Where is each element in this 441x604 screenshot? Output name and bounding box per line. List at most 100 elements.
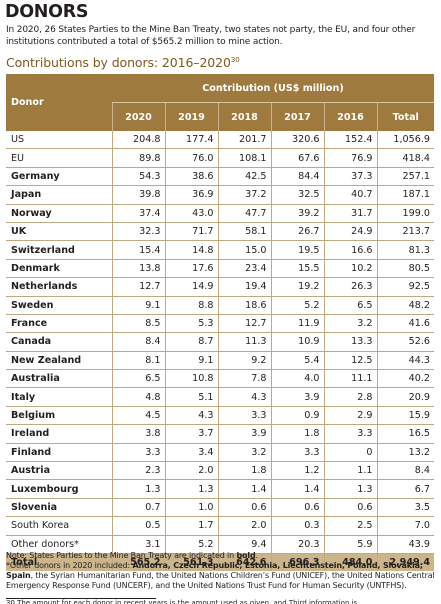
table-row: New Zealand 8.1 9.1 9.2 5.4 12.5 44.3: [6, 351, 434, 371]
value-cell: 1.7: [164, 516, 218, 536]
value-cell: 6.5: [323, 296, 377, 315]
value-cell: 5.2: [270, 296, 324, 315]
value-cell: 4.8: [111, 387, 165, 407]
table-row: Netherlands 12.7 14.9 19.4 19.2 26.3 92.5: [6, 277, 434, 297]
total-value-cell: 565.2: [111, 553, 165, 572]
donor-name-cell: Belgium: [6, 406, 112, 426]
value-cell: 9.4: [217, 535, 271, 554]
table-row: EU 89.8 76.0 108.1 67.6 76.9 418.4: [6, 148, 434, 168]
table-row: Belgium 4.5 4.3 3.3 0.9 2.9 15.9: [6, 406, 434, 426]
value-cell: 26.7: [270, 222, 324, 242]
value-cell: 12.5: [323, 351, 377, 371]
value-cell: 38.6: [164, 167, 218, 187]
total-value-cell: 696.3: [270, 553, 324, 572]
row-total-cell: 41.6: [376, 314, 434, 334]
donor-name-cell: Luxembourg: [6, 479, 112, 499]
value-cell: 3.4: [164, 443, 218, 463]
value-cell: 19.2: [270, 277, 324, 297]
value-cell: 3.9: [217, 424, 271, 444]
value-cell: 10.9: [270, 332, 324, 352]
donor-name-cell: Germany: [6, 167, 112, 187]
row-total-cell: 81.3: [376, 240, 434, 260]
header-year: 2020: [111, 102, 165, 131]
value-cell: 42.5: [217, 167, 271, 187]
value-cell: 4.3: [217, 387, 271, 407]
header-year: 2019: [164, 102, 218, 131]
value-cell: 11.3: [217, 332, 271, 352]
row-total-cell: 187.1: [376, 185, 434, 205]
value-cell: 3.2: [323, 314, 377, 334]
value-cell: 5.1: [164, 387, 218, 407]
note-bold-countries: Andorra, Czech Republic, Estonia, Liecht…: [6, 561, 423, 580]
value-cell: 0.9: [270, 406, 324, 426]
value-cell: 8.4: [111, 332, 165, 352]
value-cell: 15.5: [270, 259, 324, 279]
donor-name-cell: Italy: [6, 387, 112, 407]
donor-name-cell: Sweden: [6, 296, 112, 315]
value-cell: 36.9: [164, 185, 218, 205]
intro-paragraph: In 2020, 26 States Parties to the Mine B…: [6, 25, 416, 47]
value-cell: 2.3: [111, 461, 165, 481]
table-row: Austria 2.3 2.0 1.8 1.2 1.1 8.4: [6, 461, 434, 481]
value-cell: 12.7: [217, 314, 271, 334]
value-cell: 14.9: [164, 277, 218, 297]
value-cell: 4.0: [270, 369, 324, 389]
value-cell: 3.2: [217, 443, 271, 463]
value-cell: 4.5: [111, 406, 165, 426]
row-total-cell: 80.5: [376, 259, 434, 279]
donor-name-cell: Austria: [6, 461, 112, 481]
table-row: Germany 54.3 38.6 42.5 84.4 37.3 257.1: [6, 167, 434, 187]
total-value-cell: 642.6: [217, 553, 271, 572]
value-cell: 4.3: [164, 406, 218, 426]
row-total-cell: 13.2: [376, 443, 434, 463]
table-row: Switzerland 15.4 14.8 15.0 19.5 16.6 81.3: [6, 240, 434, 260]
value-cell: 13.8: [111, 259, 165, 279]
donor-name-cell: New Zealand: [6, 351, 112, 371]
header-donor: Donor: [6, 74, 112, 131]
donor-name-cell: UK: [6, 222, 112, 242]
value-cell: 108.1: [217, 148, 271, 168]
value-cell: 152.4: [323, 131, 377, 150]
total-row: Total 565.2 561.3 642.6 696.3 484.0 2,949.4: [6, 553, 434, 572]
note-text: *Other donors in 2020 included:: [6, 561, 133, 570]
value-cell: 11.1: [323, 369, 377, 389]
note-bold-meaning: Note: States Parties to the Mine Ban Tre…: [6, 551, 436, 561]
value-cell: 39.8: [111, 185, 165, 205]
header-year: 2018: [217, 102, 271, 131]
donor-name-cell: Denmark: [6, 259, 112, 279]
value-cell: 5.3: [164, 314, 218, 334]
value-cell: 0.6: [217, 498, 271, 518]
value-cell: 43.0: [164, 204, 218, 223]
value-cell: 0.5: [111, 516, 165, 536]
value-cell: 9.1: [164, 351, 218, 371]
donor-name-cell: Finland: [6, 443, 112, 463]
value-cell: 15.4: [111, 240, 165, 260]
value-cell: 58.1: [217, 222, 271, 242]
value-cell: 32.3: [111, 222, 165, 242]
table-row: Canada 8.4 8.7 11.3 10.9 13.3 52.6: [6, 332, 434, 352]
value-cell: 37.2: [217, 185, 271, 205]
donor-name-cell: US: [6, 131, 112, 150]
value-cell: 76.0: [164, 148, 218, 168]
value-cell: 3.3: [217, 406, 271, 426]
row-total-cell: 6.7: [376, 479, 434, 499]
header-contribution-group: Contribution (US$ million): [112, 74, 434, 103]
value-cell: 177.4: [164, 131, 218, 150]
table-row: Luxembourg 1.3 1.3 1.4 1.4 1.3 6.7: [6, 479, 434, 499]
table-row: Norway 37.4 43.0 47.7 39.2 31.7 199.0: [6, 204, 434, 223]
value-cell: 3.7: [164, 424, 218, 444]
value-cell: 8.5: [111, 314, 165, 334]
value-cell: 8.7: [164, 332, 218, 352]
total-value-cell: 484.0: [323, 553, 377, 572]
row-total-cell: 48.2: [376, 296, 434, 315]
value-cell: 3.8: [111, 424, 165, 444]
donor-name-cell: Ireland: [6, 424, 112, 444]
note-text: Note: States Parties to the Mine Ban Tre…: [6, 551, 237, 560]
value-cell: 20.3: [270, 535, 324, 554]
value-cell: 201.7: [217, 131, 271, 150]
value-cell: 32.5: [270, 185, 324, 205]
row-total-cell: 52.6: [376, 332, 434, 352]
value-cell: 37.3: [323, 167, 377, 187]
row-total-cell: 92.5: [376, 277, 434, 297]
value-cell: 2.0: [164, 461, 218, 481]
